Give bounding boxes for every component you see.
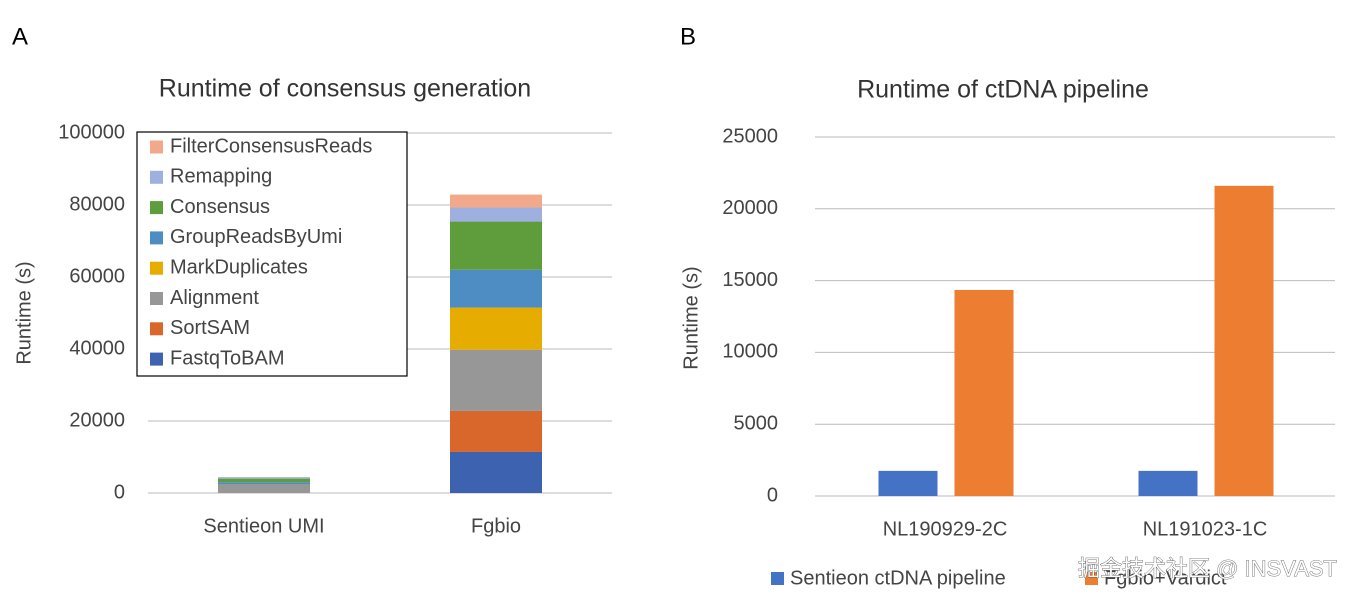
x-tick-label: Sentieon UMI [203,515,324,537]
y-tick-label: 100000 [58,121,125,143]
legend-swatch [150,170,163,184]
y-tick-label: 0 [767,484,778,506]
legend-swatch [150,140,163,154]
bar-segment [450,269,542,308]
legend-swatch [150,292,163,305]
bar [1214,185,1274,496]
y-tick-label: 0 [114,481,125,503]
legend-label: Alignment [170,287,259,309]
y-tick-label: 20000 [69,409,125,431]
bar [878,470,938,496]
legend-label: Remapping [170,166,272,188]
bar-segment [450,307,542,350]
y-tick-label: 60000 [69,265,125,287]
bar-segment [218,477,310,479]
legend-label: FastqToBAM [170,347,284,369]
chart-title: Runtime of consensus generation [159,75,531,103]
bar [1138,470,1198,496]
y-axis-label: Runtime (s) [680,266,702,369]
legend-label: Sentieon ctDNA pipeline [790,567,1006,589]
y-tick-label: 25000 [722,125,778,147]
panel-label: B [680,23,696,50]
x-tick-label: NL190929-2C [883,518,1008,540]
panel-label: A [12,23,28,50]
bar-segment [218,478,310,483]
watermark: 掘金技术社区 @ INSVAST [1078,556,1337,581]
legend-swatch [1085,572,1098,585]
legend-swatch [150,231,163,245]
bar-segment [218,484,310,493]
legend-swatch [150,201,163,215]
legend-swatch [150,322,163,336]
y-tick-label: 15000 [722,269,778,291]
bar-segment [218,482,310,484]
legend-label: Consensus [170,196,270,218]
bar-segment [450,410,542,452]
legend-label: Fgbio+Vardict [1104,567,1227,589]
bar [954,289,1014,496]
y-tick-label: 80000 [69,193,125,215]
y-tick-label: 40000 [69,337,125,359]
bar-segment [450,349,542,411]
y-axis-label: Runtime (s) [13,261,35,364]
legend-label: GroupReadsByUmi [170,226,342,248]
bar-segment [450,451,542,493]
x-tick-label: NL191023-1C [1143,518,1268,540]
legend-box [136,131,408,377]
legend-label: MarkDuplicates [170,256,308,278]
legend-swatch [150,261,163,275]
legend-label: SortSAM [170,317,250,339]
bar-segment [450,221,542,270]
x-tick-label: Fgbio [471,515,521,537]
bar-segment [450,207,542,222]
y-tick-label: 20000 [722,197,778,219]
bar-segment [450,194,542,208]
legend-swatch [150,352,163,366]
legend-swatch [771,572,784,585]
y-tick-label: 10000 [722,341,778,363]
y-tick-label: 5000 [734,412,779,434]
legend-label: FilterConsensusReads [170,135,372,157]
chart-title: Runtime of ctDNA pipeline [857,76,1149,104]
